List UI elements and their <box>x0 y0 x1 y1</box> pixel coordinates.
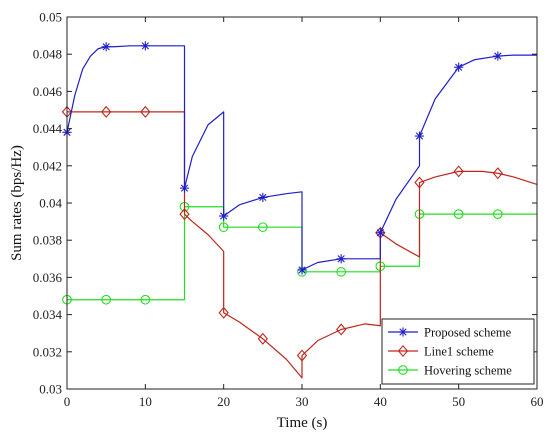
x-tick-label: 20 <box>217 394 230 409</box>
legend-item: Hovering scheme <box>388 363 512 377</box>
y-tick-label: 0.034 <box>33 307 63 322</box>
x-tick-label: 40 <box>374 394 387 409</box>
series-line <box>67 111 538 379</box>
data-point <box>453 165 464 178</box>
legend-marker <box>398 365 408 375</box>
data-point <box>336 254 346 264</box>
legend: Proposed scheme Line1 scheme Hovering sche… <box>381 318 535 385</box>
legend-item: Line1 scheme <box>388 344 494 358</box>
data-point <box>492 209 503 220</box>
y-tick-label: 0.042 <box>33 158 62 173</box>
data-point <box>101 42 111 52</box>
data-point <box>493 51 503 61</box>
series-layer <box>61 41 538 379</box>
legend-marker <box>398 327 408 337</box>
data-point <box>453 209 464 220</box>
x-tick-label: 50 <box>452 394 465 409</box>
x-tick-label: 0 <box>64 394 71 409</box>
legend-item: Proposed scheme <box>388 325 512 339</box>
x-tick-label: 30 <box>296 394 309 409</box>
y-tick-label: 0.048 <box>33 47 62 62</box>
data-point <box>219 211 229 221</box>
data-point <box>101 294 112 305</box>
y-tick-label: 0.038 <box>33 233 62 248</box>
series-line <box>66 45 537 271</box>
y-tick-label: 0.032 <box>33 344 62 359</box>
legend-label: Line1 scheme <box>424 344 494 358</box>
data-point <box>140 41 150 51</box>
y-tick-label: 0.044 <box>33 121 63 136</box>
data-point <box>297 265 307 275</box>
data-point <box>218 222 229 233</box>
legend-label: Proposed scheme <box>424 325 512 339</box>
data-point <box>454 62 464 72</box>
data-point <box>258 192 268 203</box>
data-point <box>414 131 425 141</box>
data-point <box>414 176 425 189</box>
y-tick-label: 0.03 <box>39 382 62 397</box>
y-tick-label: 0.05 <box>39 10 62 25</box>
data-point <box>179 208 190 221</box>
y-tick-label: 0.04 <box>39 196 62 211</box>
legend-label: Hovering scheme <box>424 363 512 377</box>
data-point <box>179 183 190 193</box>
y-tick-label: 0.046 <box>33 84 63 99</box>
data-point <box>140 294 151 305</box>
x-tick-label: 60 <box>531 394 544 409</box>
data-point <box>101 105 112 118</box>
data-point <box>140 105 151 118</box>
data-point <box>257 222 268 233</box>
data-point <box>257 332 268 345</box>
data-point <box>336 323 347 336</box>
data-point <box>492 167 503 180</box>
y-axis-label: Sum rates (bps/Hz) <box>9 145 25 261</box>
data-point <box>218 306 229 319</box>
ticks-layer: 0 10 20 30 40 50 60 0.03 0.032 0.034 0.036 0.038 0.0… <box>33 10 544 410</box>
legend-marker <box>397 344 409 358</box>
data-point <box>336 266 347 277</box>
y-tick-label: 0.036 <box>33 270 63 285</box>
data-point <box>375 228 385 238</box>
series-asterisk <box>62 41 537 275</box>
data-point <box>296 349 308 362</box>
x-axis-label: Time (s) <box>277 415 328 431</box>
x-tick-label: 10 <box>139 394 152 409</box>
